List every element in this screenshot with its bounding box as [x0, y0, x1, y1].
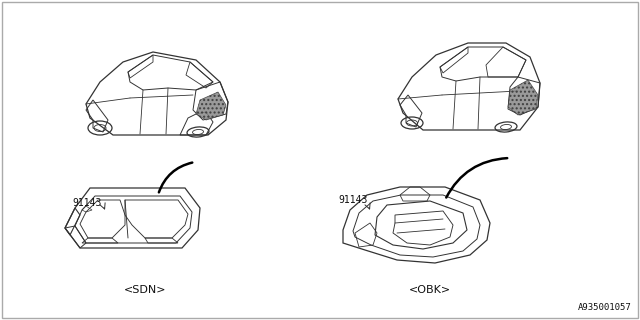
- Text: A935001057: A935001057: [579, 303, 632, 312]
- Text: <OBK>: <OBK>: [409, 285, 451, 295]
- Text: <SDN>: <SDN>: [124, 285, 166, 295]
- Polygon shape: [196, 92, 226, 120]
- Text: 91143: 91143: [338, 195, 367, 205]
- Polygon shape: [508, 80, 538, 115]
- Text: 91143: 91143: [72, 198, 101, 208]
